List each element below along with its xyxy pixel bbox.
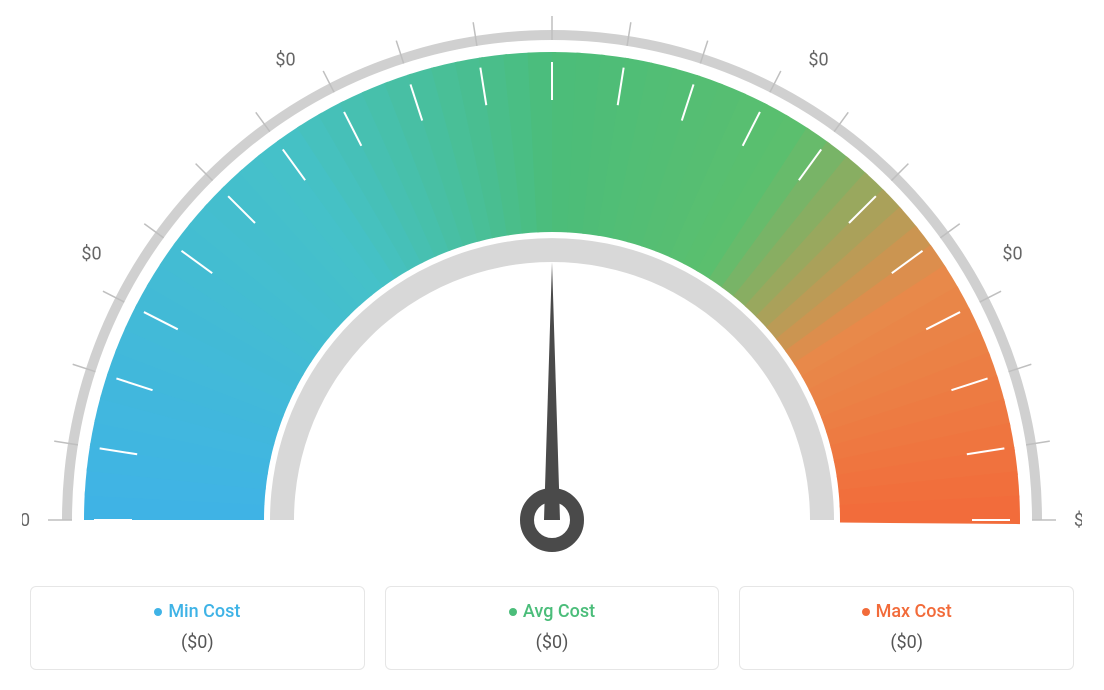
legend-label: Min Cost [168, 601, 240, 622]
gauge-tick-label: $0 [808, 50, 828, 71]
legend-label: Max Cost [876, 601, 952, 622]
gauge-area: $0$0$0$0$0$0$0 [22, 0, 1082, 560]
cost-gauge-chart: $0$0$0$0$0$0$0 Min Cost($0)Avg Cost($0)M… [0, 0, 1104, 690]
gauge-tick-label: $0 [81, 244, 101, 265]
gauge-tick-label: $0 [275, 50, 295, 71]
legend-value: ($0) [740, 632, 1073, 653]
legend-card-max-cost: Max Cost ($0) [739, 586, 1074, 671]
legend-dot-icon [862, 608, 870, 616]
legend-row: Min Cost ($0) Avg Cost ($0) Max Cost ($0) [30, 586, 1074, 671]
legend-value: ($0) [386, 632, 719, 653]
gauge-svg: $0$0$0$0$0$0$0 [22, 0, 1082, 560]
legend-title: Max Cost [862, 601, 952, 622]
gauge-needle [544, 262, 560, 520]
legend-label: Avg Cost [523, 601, 595, 622]
legend-card-avg-cost: Avg Cost ($0) [385, 586, 720, 671]
gauge-tick-label: $0 [22, 510, 30, 531]
legend-title: Avg Cost [509, 601, 595, 622]
legend-value: ($0) [31, 632, 364, 653]
gauge-tick-label: $0 [1002, 244, 1022, 265]
gauge-tick-label: $0 [1074, 510, 1082, 531]
legend-dot-icon [154, 608, 162, 616]
legend-title: Min Cost [154, 601, 240, 622]
legend-dot-icon [509, 608, 517, 616]
legend-card-min-cost: Min Cost ($0) [30, 586, 365, 671]
